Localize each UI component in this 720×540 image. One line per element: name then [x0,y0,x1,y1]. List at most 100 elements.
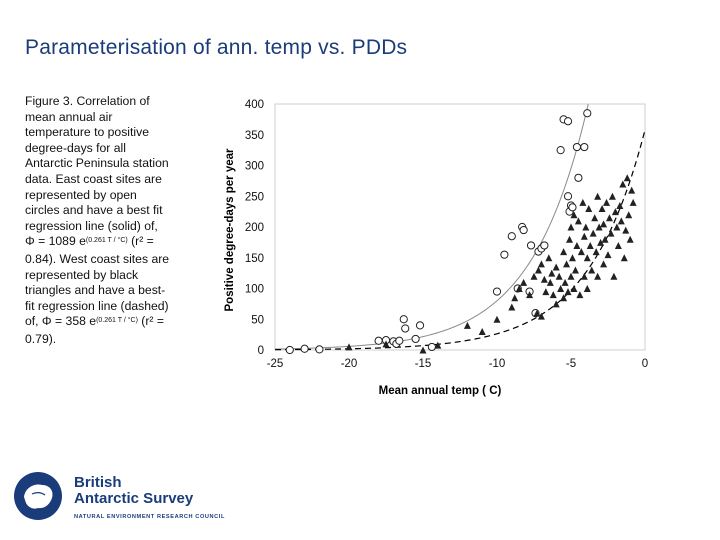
y-tick-label: 100 [245,284,264,296]
east-coast-point [563,192,573,201]
y-tick-label: 0 [258,345,264,357]
logo-wordmark: British Antarctic Survey [74,475,193,507]
west-coast-point [613,223,621,231]
west-coast-point [626,235,634,243]
west-coast-point [568,254,576,262]
east-coast-point [563,117,573,126]
figure-caption: Figure 3. Correlation of mean annual air… [25,94,170,348]
east-coast-point [399,315,408,324]
west-coast-point [564,288,572,296]
west-coast-point [561,278,569,286]
logo-council: NATURAL ENVIRONMENT RESEARCH COUNCIL [74,514,225,520]
west-coast-point [588,266,596,274]
x-tick-label: -10 [489,358,506,370]
east-coast-point [415,321,425,330]
plot-area [274,103,646,351]
west-coast-point [555,272,563,280]
west-coast-point [434,341,442,349]
caption-part-2: (r² = 0.84). West coast sites are repres… [25,234,170,329]
east-coast-point [574,173,583,182]
caption-part-3: (r² = 0.79). [25,314,164,346]
west-coast-point [577,248,585,256]
west-coast-point [586,241,594,249]
x-tick-label: -5 [566,358,576,370]
y-tick-label: 200 [245,222,264,234]
west-coast-point [597,238,605,246]
west-coast-point [595,223,603,231]
x-axis-label: Mean annual temp ( C) [379,385,502,397]
east-coast-point [568,203,577,212]
east-coast-point [580,142,589,152]
west-coast-point [625,211,633,219]
west-coast-point [511,294,519,302]
west-coast-point [546,278,554,286]
west-coast-point [526,291,534,299]
east-coast-point [572,142,582,152]
west-coast-point [548,269,556,277]
east-coast-point [526,241,536,250]
west-coast-point [530,272,538,280]
west-coast-point [574,217,582,225]
west-coast-point [493,315,501,323]
west-coast-point [622,226,630,234]
west-coast-point [628,186,636,194]
west-coast-point [620,254,628,262]
y-tick-label: 400 [245,99,264,111]
west-coast-point [542,288,550,296]
west-coast-point [594,272,602,280]
west-coast-point [419,346,427,354]
east-coast-point [285,345,294,355]
west-coast-point [566,235,574,243]
west-coast-point [570,211,578,219]
west-coast-point [600,220,608,228]
west-coast-point [580,232,588,240]
west-coast-point [583,285,591,292]
west-coast-point [598,205,606,213]
west-coast-point [537,312,545,320]
bas-logo: British Antarctic Survey NATURAL ENVIRON… [12,470,262,525]
west-coast-point [594,192,602,200]
east-coast-point [401,324,410,333]
x-tick-label: 0 [642,358,648,370]
x-tick-label: -25 [267,358,284,370]
y-tick-label: 300 [245,161,264,173]
east-coast-point [300,344,309,353]
west-coast-point [537,260,545,268]
y-tick-labels: 0 50 100 150 200 250 300 350 400 [245,99,264,357]
west-coast-point [571,266,579,274]
west-coast-point [573,241,581,249]
y-tick-label: 250 [245,191,264,203]
west-coast-point [533,309,541,317]
west-coast-point [520,278,528,286]
west-coast-point [623,174,631,182]
east-coast-point [507,232,516,241]
logo-line-1: British [74,474,122,491]
west-coast-point [600,260,608,268]
west-coast-point [603,198,611,206]
y-tick-label: 150 [245,253,264,265]
east-coast-point [583,109,592,118]
y-tick-label: 350 [245,130,264,142]
west-coast-points [345,174,637,354]
west-coast-fit-line [274,129,646,351]
east-coast-points [285,109,592,355]
west-coast-point [508,303,516,311]
west-coast-point [382,340,390,348]
west-coast-point [591,214,599,222]
west-coast-point [619,180,627,188]
west-coast-point [580,272,588,280]
west-coast-point [583,254,591,262]
west-coast-point [617,217,625,225]
west-coast-point [610,272,618,280]
east-coast-point [519,225,528,235]
west-coast-point [608,192,616,200]
caption-exponent-2: (0.261 T / °C) [96,317,138,325]
east-coast-point [540,241,549,250]
west-coast-point [592,248,600,256]
west-coast-point [515,285,523,292]
west-coast-point [576,291,584,299]
east-coast-point [427,342,436,352]
west-coast-point [545,254,553,262]
east-coast-point [374,336,383,345]
west-coast-point [589,229,597,237]
